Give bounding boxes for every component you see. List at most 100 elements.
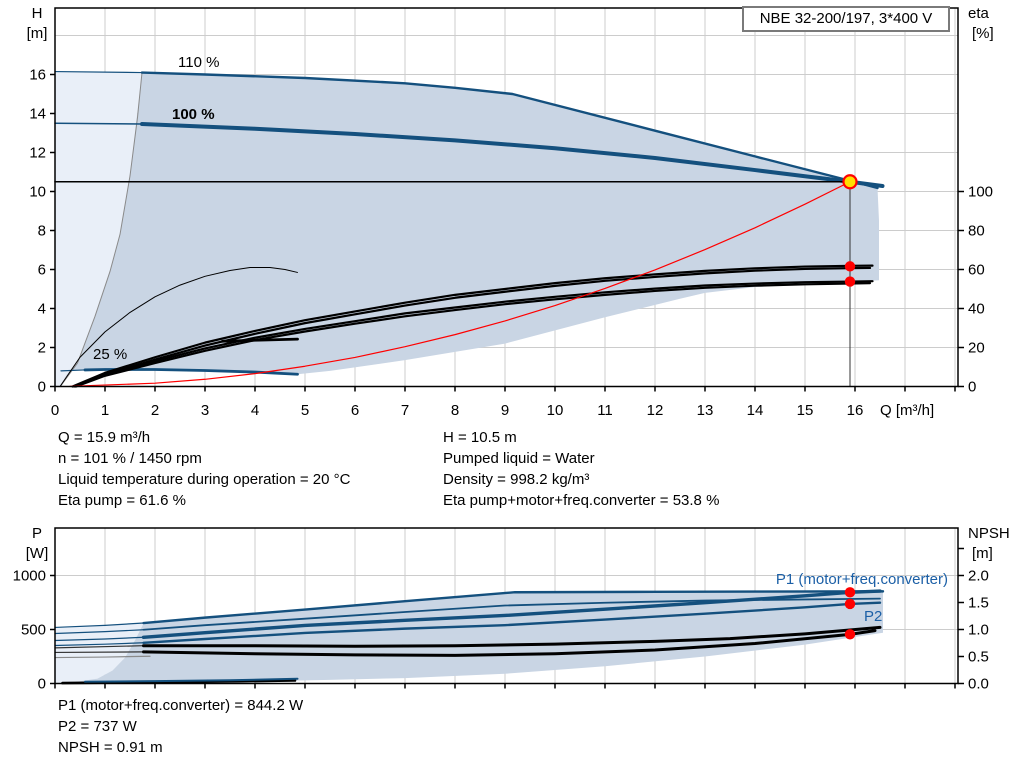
speed-range-inner xyxy=(62,72,879,381)
info-liquid-temp: Liquid temperature during operation = 20… xyxy=(58,471,351,488)
npsh-100-lead-curve xyxy=(54,651,145,654)
curve-label: P1 (motor+freq.converter) xyxy=(776,571,948,588)
x-tick-label: 2 xyxy=(151,402,159,419)
h-100pct-curve xyxy=(140,122,885,189)
p2-110-lead-curve xyxy=(54,629,145,635)
curve-label: 100 % xyxy=(172,106,215,123)
curve-label: 25 % xyxy=(93,346,127,363)
y-right-tick-label: 40 xyxy=(968,301,985,318)
p-25-stub-blue-curve xyxy=(84,677,299,683)
y-left-axis-title: P xyxy=(32,525,42,542)
x-axis-title: Q [m³/h] xyxy=(880,402,934,419)
eta-pump-110-curve xyxy=(71,264,874,388)
y-right-tick-label: 1.5 xyxy=(968,595,989,612)
x-tick-label: 9 xyxy=(501,402,509,419)
eta-total-110-curve xyxy=(73,280,874,388)
y-left-tick-label: 8 xyxy=(38,223,46,240)
info-h: H = 10.5 m xyxy=(443,429,517,446)
info-eta-pump: Eta pump = 61.6 % xyxy=(58,492,186,509)
x-tick-label: 13 xyxy=(697,402,714,419)
duty-info-left: Q = 15.9 m³/h n = 101 % / 1450 rpm Liqui… xyxy=(58,427,350,511)
curve-label: 110 % xyxy=(178,54,219,71)
gray-ref-line-curve xyxy=(54,655,151,659)
p-25-stub-black-curve xyxy=(61,679,297,685)
y-left-axis-title: [m] xyxy=(27,25,48,42)
pump-title-box: NBE 32-200/197, 3*400 V xyxy=(742,6,950,32)
eta-pump-25-arc-curve xyxy=(59,267,298,387)
npsh-110-lead-curve xyxy=(54,645,145,649)
h-100pct-lead-curve xyxy=(54,122,143,125)
y-right-tick-label: 60 xyxy=(968,262,985,279)
p1-110-curve xyxy=(142,590,885,625)
info-p2: P2 = 737 W xyxy=(58,718,137,735)
y-left-tick-label: 14 xyxy=(29,106,46,123)
x-tick-label: 11 xyxy=(597,402,613,419)
x-tick-label: 7 xyxy=(401,402,409,419)
x-tick-label: 8 xyxy=(451,402,459,419)
p2-point-marker xyxy=(844,598,856,610)
y-right-tick-label: 80 xyxy=(968,223,985,240)
y-left-tick-label: 16 xyxy=(29,67,46,84)
duty-info-right: H = 10.5 m Pumped liquid = Water Density… xyxy=(443,427,719,511)
p2-100-lead-curve xyxy=(54,642,145,647)
p1-100-curve xyxy=(141,589,882,639)
y-left-axis-title: [W] xyxy=(26,545,49,562)
eta-total-100-curve xyxy=(74,282,872,388)
affinity-parabola-curve xyxy=(69,181,851,387)
y-right-tick-label: 100 xyxy=(968,184,993,201)
speed-boundary-gray-curve xyxy=(60,72,143,387)
y-right-tick-label: 2.0 xyxy=(968,568,989,585)
info-p1: P1 (motor+freq.converter) = 844.2 W xyxy=(58,697,304,714)
info-eta-total: Eta pump+motor+freq.converter = 53.8 % xyxy=(443,492,720,509)
info-q: Q = 15.9 m³/h xyxy=(58,429,151,446)
y-right-tick-label: 0 xyxy=(968,379,976,396)
curve-label: P2 xyxy=(864,608,882,625)
y-left-tick-label: 0 xyxy=(38,379,46,396)
x-tick-label: 1 xyxy=(101,402,109,419)
h-25pct-lead-curve xyxy=(60,369,86,372)
info-density: Density = 998.2 kg/m³ xyxy=(443,471,590,488)
y-right-tick-label: 0.5 xyxy=(968,649,989,666)
info-n: n = 101 % / 1450 rpm xyxy=(58,450,202,467)
y-right-tick-label: 1.0 xyxy=(968,622,989,639)
eta-total-point-marker xyxy=(844,276,856,287)
h-110pct-lead-curve xyxy=(54,70,143,74)
y-right-axis-title: eta xyxy=(968,5,990,22)
p1-110-lead-curve xyxy=(54,622,145,629)
h-110pct-curve xyxy=(140,71,879,190)
x-tick-label: 12 xyxy=(647,402,664,419)
eta-total-25-stub-curve xyxy=(221,337,299,343)
x-tick-label: 4 xyxy=(251,402,259,419)
x-tick-label: 16 xyxy=(847,402,864,419)
x-tick-label: 14 xyxy=(747,402,764,419)
y-left-tick-label: 10 xyxy=(29,184,46,201)
p1-point-marker xyxy=(844,587,856,598)
qh-eta-chart-frame xyxy=(54,7,959,388)
npsh-110-curve xyxy=(142,625,882,648)
x-tick-label: 0 xyxy=(51,402,59,419)
y-left-tick-label: 12 xyxy=(29,145,46,162)
duty-point-marker xyxy=(842,174,858,190)
y-left-tick-label: 500 xyxy=(21,622,46,639)
y-right-axis-title: [m] xyxy=(972,545,993,562)
npsh-point-marker xyxy=(844,629,856,640)
info-npsh: NPSH = 0.91 m xyxy=(58,739,163,756)
y-left-tick-label: 2 xyxy=(38,340,46,357)
p1-100-lead-curve xyxy=(54,636,145,642)
info-pumped-liquid: Pumped liquid = Water xyxy=(443,450,595,467)
p2-110-curve xyxy=(142,597,881,631)
p2-100-curve xyxy=(142,601,882,644)
speed-range-outer xyxy=(55,71,142,387)
npsh-100-curve xyxy=(142,629,877,657)
duty-info-bottom: P1 (motor+freq.converter) = 844.2 W P2 =… xyxy=(58,695,303,758)
y-right-tick-label: 20 xyxy=(968,340,985,357)
eta-pump-100-curve xyxy=(72,266,872,388)
x-tick-label: 5 xyxy=(301,402,309,419)
y-left-tick-label: 0 xyxy=(38,676,46,693)
y-right-axis-title: [%] xyxy=(972,25,994,42)
x-tick-label: 6 xyxy=(351,402,359,419)
y-right-axis-title: NPSH xyxy=(968,525,1010,542)
y-left-tick-label: 6 xyxy=(38,262,46,279)
